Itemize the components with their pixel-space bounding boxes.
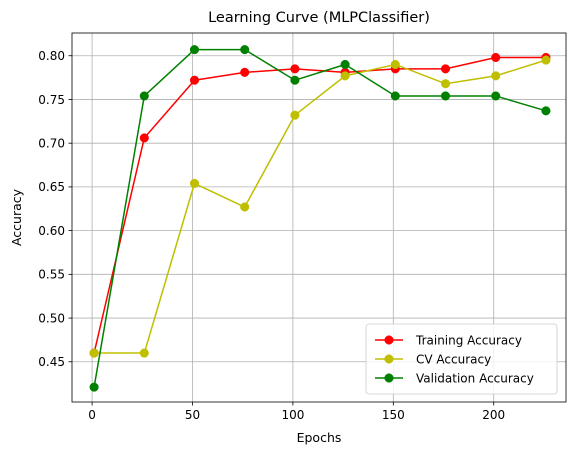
y-tick-label: 0.50 bbox=[38, 311, 65, 325]
plot-frame bbox=[71, 32, 567, 403]
x-tick-label: 150 bbox=[382, 408, 405, 422]
legend-item: Validation Accuracy bbox=[375, 371, 534, 385]
grid bbox=[72, 33, 566, 402]
data-point bbox=[440, 64, 451, 74]
legend-box bbox=[365, 323, 558, 395]
data-point bbox=[290, 110, 300, 120]
y-tick-label: 0.60 bbox=[38, 224, 65, 238]
data-point bbox=[89, 382, 99, 392]
legend-label: Validation Accuracy bbox=[416, 371, 534, 385]
chart-title: Learning Curve (MLPClassifier) bbox=[208, 10, 430, 26]
legend-label: Training Accuracy bbox=[415, 333, 522, 347]
legend-marker bbox=[384, 354, 394, 364]
data-point bbox=[139, 91, 149, 101]
data-point bbox=[541, 106, 551, 116]
series-layer bbox=[89, 45, 551, 392]
data-point bbox=[290, 64, 300, 74]
data-point bbox=[390, 91, 400, 101]
x-tick-label: 100 bbox=[281, 408, 304, 422]
legend-marker bbox=[384, 373, 394, 383]
legend-item: Training Accuracy bbox=[375, 333, 522, 347]
legend: Training Accuracy CV Accuracy Validation A… bbox=[365, 323, 558, 395]
data-point bbox=[240, 67, 250, 77]
data-point bbox=[340, 71, 350, 81]
legend-label: CV Accuracy bbox=[416, 352, 491, 366]
data-point bbox=[340, 59, 350, 70]
data-point bbox=[189, 75, 200, 85]
data-point bbox=[390, 59, 400, 70]
data-point bbox=[189, 45, 200, 55]
x-tick-label: 200 bbox=[482, 408, 505, 422]
y-tick-label: 0.55 bbox=[38, 268, 65, 282]
data-point bbox=[89, 348, 99, 358]
data-point bbox=[440, 91, 451, 101]
x-axis-label: Epochs bbox=[297, 430, 342, 445]
series-2 bbox=[89, 45, 551, 392]
legend-item: CV Accuracy bbox=[375, 352, 491, 366]
data-point bbox=[139, 133, 149, 143]
legend-marker bbox=[384, 335, 394, 345]
series-line bbox=[93, 56, 546, 354]
series-line bbox=[94, 59, 547, 354]
series-0 bbox=[89, 52, 551, 358]
data-point bbox=[189, 178, 200, 188]
data-point bbox=[240, 45, 250, 55]
y-tick-label: 0.45 bbox=[38, 355, 65, 369]
data-point bbox=[491, 52, 501, 63]
data-point bbox=[290, 75, 300, 85]
series-line bbox=[93, 48, 547, 388]
data-point bbox=[139, 348, 149, 358]
data-point bbox=[440, 79, 451, 89]
x-tick-label: 50 bbox=[185, 408, 200, 422]
y-tick-label: 0.65 bbox=[38, 180, 65, 194]
y-axis-label: Accuracy bbox=[9, 188, 24, 246]
y-tick-label: 0.80 bbox=[38, 49, 65, 63]
axis-ticks: 0 50 100 150 200 0.45 0.50 0.55 0.60 0.65 0.70 0.75… bbox=[38, 49, 505, 422]
data-point bbox=[491, 71, 501, 81]
x-tick-label: 0 bbox=[88, 408, 96, 422]
data-point bbox=[240, 202, 250, 212]
y-tick-label: 0.75 bbox=[38, 93, 65, 107]
series-1 bbox=[89, 55, 551, 358]
data-point bbox=[491, 91, 501, 101]
data-point bbox=[541, 55, 551, 65]
y-tick-label: 0.70 bbox=[38, 136, 65, 150]
